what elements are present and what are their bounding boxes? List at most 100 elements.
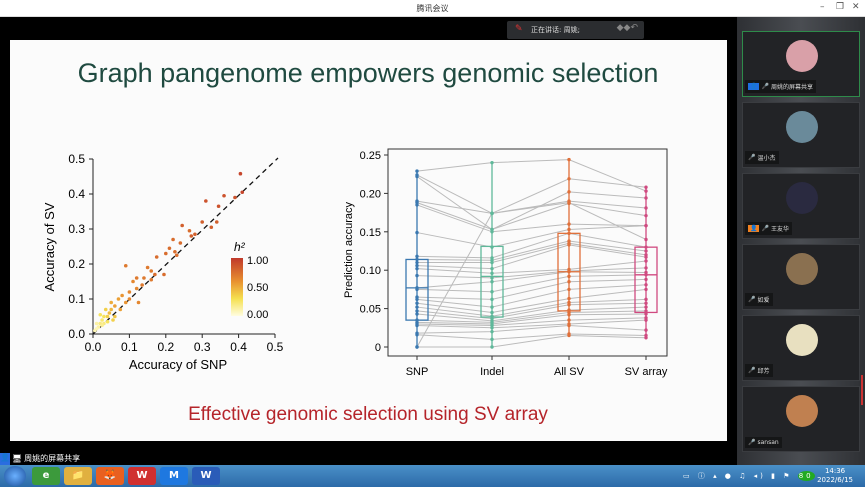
participant-tile[interactable]: 🎤 如爱 <box>742 244 860 310</box>
speaking-indicator: ✎ 正在讲话: 周姚; ◆◆↶ <box>507 21 644 39</box>
scatter-point <box>162 272 166 277</box>
mic-icon: 🎤 <box>761 225 769 232</box>
paired-line <box>416 176 647 231</box>
scatter-point <box>123 300 128 305</box>
data-point <box>415 333 419 337</box>
paired-line <box>417 334 647 348</box>
data-point <box>644 309 648 313</box>
plot-frame <box>387 148 668 357</box>
scatter-point <box>140 283 144 287</box>
scatter-point <box>100 323 104 328</box>
system-tray[interactable]: ▭ ⓘ ▴ ● ♫ ◂) ▮ ⚑ 80 <box>683 471 815 481</box>
panel-scrollbar[interactable] <box>861 375 863 405</box>
y-axis-label: Accuracy of SV <box>42 202 57 291</box>
minimize-button[interactable]: – <box>820 2 825 12</box>
paired-line <box>416 313 647 325</box>
data-point <box>490 260 494 265</box>
h2-colorbar <box>231 258 243 316</box>
data-point <box>567 318 571 322</box>
data-point <box>567 270 571 274</box>
participant-tile[interactable]: 🎤 sansan <box>742 386 860 452</box>
participant-tile[interactable]: 🎤 温小杰 <box>742 102 860 168</box>
scatter-point <box>149 277 154 282</box>
taskbar-app-button[interactable]: 🦊 <box>96 467 124 485</box>
x-tick-label: Indel <box>480 366 504 378</box>
x-axis-label: Accuracy of SNP <box>129 357 227 372</box>
participant-name-tag: 🎤 温小杰 <box>745 151 779 164</box>
data-point <box>490 266 494 271</box>
data-point <box>490 160 494 165</box>
paired-line <box>416 200 647 214</box>
taskbar-app-button[interactable]: 📁 <box>64 467 92 485</box>
y-tick-label: 0.3 <box>68 222 85 236</box>
paired-line <box>416 274 647 293</box>
data-point <box>644 259 648 263</box>
scatter-point <box>180 223 184 228</box>
presentation-slide: Graph pangenome empowers genomic selecti… <box>10 40 727 441</box>
data-point <box>567 231 571 236</box>
scatter-point <box>127 290 132 294</box>
participant-name-tag: 🎤 sansan <box>745 437 782 448</box>
data-point <box>415 301 419 305</box>
scatter-point <box>116 297 121 301</box>
data-point <box>644 266 648 270</box>
data-point <box>490 230 494 234</box>
scatter-point <box>134 286 139 291</box>
participant-name: 周姚的屏幕共享 <box>770 84 813 91</box>
data-point <box>567 190 571 194</box>
scatter-point <box>111 318 115 322</box>
scatter-point <box>222 193 226 198</box>
start-button[interactable] <box>4 466 26 486</box>
paired-line <box>416 302 647 320</box>
slide-title: Graph pangenome empowers genomic selecti… <box>78 58 659 88</box>
participant-tile[interactable]: 👤 🎤 周姚的屏幕共享 <box>742 31 860 97</box>
data-point <box>415 169 419 173</box>
mic-icon: 🎤 <box>748 154 756 161</box>
restore-button[interactable]: ❐ <box>836 2 845 12</box>
slide-canvas: Graph pangenome empowers genomic selecti… <box>42 58 668 425</box>
paired-line <box>416 298 647 317</box>
data-point <box>415 266 419 271</box>
taskbar-app-button[interactable]: e <box>32 467 60 485</box>
paired-line <box>416 271 647 289</box>
scatter-point <box>153 272 157 277</box>
taskbar: e 📁 🦊 W M W ▭ ⓘ ▴ ● ♫ ◂) ▮ ⚑ 80 14:36 2022/6/1… <box>0 465 865 487</box>
data-point <box>644 301 648 305</box>
data-point <box>567 296 571 301</box>
y-tick-label: 0.20 <box>360 188 381 200</box>
data-point <box>490 245 494 249</box>
data-point <box>644 223 648 228</box>
data-point <box>644 277 648 282</box>
avatar <box>786 111 818 143</box>
scatter-point <box>216 204 221 209</box>
clock[interactable]: 14:36 2022/6/15 <box>817 467 853 485</box>
participant-name: 温小杰 <box>757 155 776 162</box>
taskbar-app-button[interactable]: M <box>160 467 188 485</box>
tray-badge[interactable]: 80 <box>797 471 815 481</box>
role-icon: 👤 <box>748 83 760 90</box>
paired-line <box>416 267 647 279</box>
data-point <box>490 345 494 349</box>
close-button[interactable]: ✕ <box>852 2 860 12</box>
scatter-point <box>171 237 175 242</box>
data-point <box>644 237 648 242</box>
legend-label: 0.50 <box>247 282 268 294</box>
participant-tile[interactable]: 🎤 邱芳 <box>742 315 860 381</box>
data-point <box>567 227 571 232</box>
data-point <box>644 189 648 193</box>
participant-tile[interactable]: 👤 🎤 王友华 <box>742 173 860 239</box>
taskbar-app-button[interactable]: W <box>192 467 220 485</box>
scatter-point <box>113 314 117 319</box>
scatter-point <box>240 190 245 195</box>
participant-name-tag: 🎤 如爱 <box>745 293 773 306</box>
participant-name-tag: 👤 🎤 周姚的屏幕共享 <box>745 80 816 93</box>
data-point <box>490 305 494 309</box>
participant-panel: 👤 🎤 周姚的屏幕共享 🎤 温小杰 👤 🎤 王友华 🎤 如爱 🎤 邱芳 🎤 sansan <box>737 17 865 465</box>
y-tick-label: 0.1 <box>68 292 85 306</box>
hand-icon[interactable]: ◆◆↶ <box>616 23 638 33</box>
participant-name: 如爱 <box>757 297 770 304</box>
scatter-point <box>174 253 179 258</box>
data-point <box>415 254 419 259</box>
taskbar-app-button[interactable]: W <box>128 467 156 485</box>
data-point <box>415 297 419 302</box>
